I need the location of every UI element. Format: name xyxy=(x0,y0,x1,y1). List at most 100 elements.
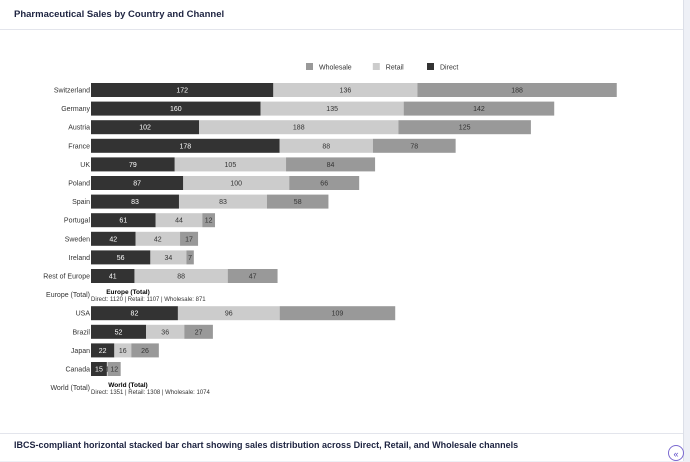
category-label-germany: Germany xyxy=(61,106,90,113)
value-label-retail-switzerland: 136 xyxy=(340,88,352,95)
value-label-retail-brazil: 36 xyxy=(161,329,169,336)
category-label-ireland: Ireland xyxy=(69,255,91,262)
bar-retail-uk xyxy=(174,157,287,172)
category-label-japan: Japan xyxy=(71,348,90,355)
value-label-retail-rest-of-europe: 88 xyxy=(177,274,185,281)
category-label-spain: Spain xyxy=(72,199,90,206)
value-label-direct-uk: 79 xyxy=(129,162,137,169)
value-label-wholesale-sweden: 17 xyxy=(185,236,193,243)
value-label-direct-switzerland: 172 xyxy=(176,88,188,95)
value-label-retail-sweden: 42 xyxy=(154,236,162,243)
bar-direct-austria xyxy=(91,120,200,135)
bar-direct-france xyxy=(91,138,280,153)
bar-wholesale-japan xyxy=(131,343,159,358)
category-label-poland: Poland xyxy=(68,181,90,188)
value-label-retail-uk: 105 xyxy=(225,162,237,169)
value-label-wholesale-rest-of-europe: 47 xyxy=(249,274,257,281)
category-label-uk: UK xyxy=(80,162,90,169)
value-label-direct-brazil: 52 xyxy=(115,329,123,336)
bar-wholesale-brazil xyxy=(184,324,213,339)
bar-retail-spain xyxy=(178,194,267,209)
total-summary-europe-total: Direct: 1120 | Retail: 1107 | Wholesale:… xyxy=(91,297,206,303)
value-label-wholesale-portugal: 12 xyxy=(205,218,213,225)
bar-retail-ireland xyxy=(150,250,187,265)
bar-direct-spain xyxy=(91,194,179,209)
value-label-direct-spain: 83 xyxy=(131,199,139,206)
legend-swatch-retail xyxy=(372,63,380,70)
value-label-direct-portugal: 61 xyxy=(119,218,127,225)
value-label-wholesale-france: 78 xyxy=(410,143,418,150)
value-label-wholesale-uk: 84 xyxy=(327,162,335,169)
value-label-direct-poland: 87 xyxy=(133,181,141,188)
value-label-wholesale-poland: 66 xyxy=(320,181,328,188)
value-label-direct-japan: 22 xyxy=(99,348,107,355)
category-label-usa: USA xyxy=(76,311,91,318)
chart-description: IBCS-compliant horizontal stacked bar ch… xyxy=(14,440,519,450)
category-label-austria: Austria xyxy=(68,125,90,132)
bar-direct-germany xyxy=(91,101,261,116)
value-label-wholesale-switzerland: 188 xyxy=(511,88,523,95)
value-label-wholesale-usa: 109 xyxy=(332,311,344,318)
bar-retail-canada xyxy=(106,362,108,376)
bar-direct-sweden xyxy=(91,231,136,246)
value-label-direct-canada: 15 xyxy=(95,367,103,374)
category-label-canada: Canada xyxy=(65,367,90,374)
bar-direct-japan xyxy=(91,343,115,358)
value-label-retail-france: 88 xyxy=(322,143,330,150)
value-label-retail-usa: 96 xyxy=(225,311,233,318)
value-label-direct-germany: 160 xyxy=(170,106,182,113)
bar-wholesale-usa xyxy=(279,306,396,321)
bar-wholesale-poland xyxy=(289,176,360,190)
bar-wholesale-canada xyxy=(107,362,121,376)
bar-retail-brazil xyxy=(146,324,185,339)
double-chevron-left-icon[interactable]: « xyxy=(668,445,684,461)
value-label-wholesale-ireland: 7 xyxy=(188,255,192,262)
value-label-direct-rest-of-europe: 41 xyxy=(109,274,117,281)
bar-direct-rest-of-europe xyxy=(91,269,135,283)
bar-retail-germany xyxy=(260,101,404,116)
legend-swatch-direct xyxy=(427,63,434,70)
category-label-portugal: Portugal xyxy=(64,218,91,225)
total-summary-world-total: Direct: 1351 | Retail: 1308 | Wholesale:… xyxy=(91,390,211,396)
bar-direct-poland xyxy=(91,176,184,190)
category-label-brazil: Brazil xyxy=(72,329,90,336)
bar-wholesale-uk xyxy=(286,157,376,172)
legend-label-direct: Direct xyxy=(440,65,458,72)
value-label-retail-portugal: 44 xyxy=(175,218,183,225)
total-title-world-total: World (Total) xyxy=(108,382,147,389)
value-label-direct-sweden: 42 xyxy=(109,236,117,243)
bar-retail-france xyxy=(279,138,373,153)
bar-direct-canada xyxy=(91,362,107,376)
bar-retail-switzerland xyxy=(273,83,418,97)
bar-retail-rest-of-europe xyxy=(134,269,228,283)
bar-wholesale-sweden xyxy=(180,231,199,246)
category-label-sweden: Sweden xyxy=(65,236,90,243)
bar-direct-uk xyxy=(91,157,175,172)
chart-card-title: Pharmaceutical Sales by Country and Chan… xyxy=(14,9,225,20)
value-label-direct-austria: 102 xyxy=(139,125,151,132)
value-label-wholesale-spain: 58 xyxy=(294,199,302,206)
value-label-retail-ireland: 34 xyxy=(164,255,172,262)
legend-swatch-wholesale xyxy=(306,63,313,70)
bar-retail-poland xyxy=(183,176,290,190)
value-label-wholesale-germany: 142 xyxy=(473,106,485,113)
bar-direct-usa xyxy=(91,306,178,321)
bar-retail-usa xyxy=(177,306,280,321)
category-label-world-total: World (Total) xyxy=(50,385,90,392)
value-label-wholesale-austria: 125 xyxy=(459,125,471,132)
value-label-retail-poland: 100 xyxy=(230,181,242,188)
header-divider xyxy=(0,29,683,30)
bar-direct-ireland xyxy=(91,250,151,265)
category-label-france: France xyxy=(68,143,90,150)
bar-retail-austria xyxy=(199,120,399,135)
value-label-wholesale-canada: 12 xyxy=(110,367,118,374)
bar-direct-brazil xyxy=(91,324,147,339)
value-label-retail-japan: 16 xyxy=(119,348,127,355)
legend-label-retail: Retail xyxy=(386,65,404,72)
value-label-retail-spain: 83 xyxy=(219,199,227,206)
value-label-wholesale-japan: 26 xyxy=(141,348,149,355)
category-label-rest-of-europe: Rest of Europe xyxy=(43,274,90,281)
bar-wholesale-germany xyxy=(403,101,555,116)
